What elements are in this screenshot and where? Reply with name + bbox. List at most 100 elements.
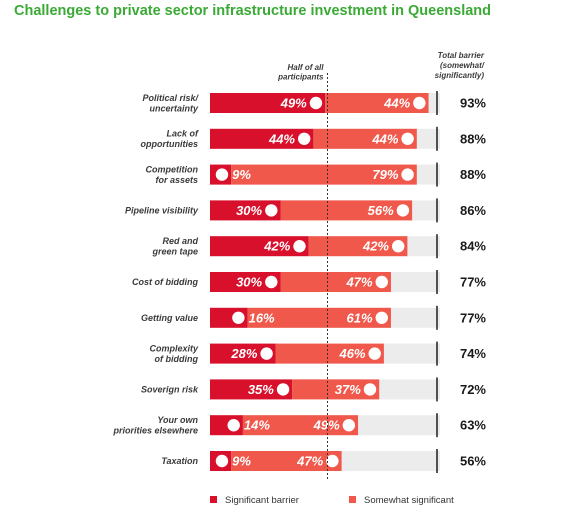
bar-significant <box>210 272 281 292</box>
bar-knob <box>342 419 356 432</box>
category-label: Getting value <box>141 313 198 323</box>
bar-knob <box>413 96 426 110</box>
bar-significant <box>210 379 293 400</box>
total-label: 86% <box>460 203 486 218</box>
total-label: 77% <box>460 275 486 290</box>
bar-knob <box>276 383 290 396</box>
bar-knob <box>309 96 323 110</box>
legend-label-somewhat: Somewhat significant <box>364 495 454 506</box>
value-label-significant: 30% <box>236 275 262 290</box>
value-label-somewhat: 46% <box>338 346 365 361</box>
total-label: 84% <box>460 239 486 254</box>
value-label-somewhat: 44% <box>371 131 398 146</box>
value-label-somewhat: 37% <box>335 382 361 397</box>
category-label: Taxation <box>161 456 198 466</box>
bar-knob <box>215 454 229 468</box>
value-label-somewhat: 79% <box>372 167 398 182</box>
bar-somewhat <box>325 93 429 113</box>
value-label-significant: 30% <box>236 203 262 218</box>
total-header-label: (somewhat/ <box>440 61 485 70</box>
value-label-significant: 16% <box>249 310 275 325</box>
value-label-significant: 28% <box>230 346 257 361</box>
total-label: 56% <box>460 454 486 469</box>
legend-swatch-somewhat <box>349 496 356 503</box>
legend-label-significant: Significant barrier <box>225 495 299 506</box>
category-label: Competition <box>146 164 199 174</box>
value-label-significant: 49% <box>280 96 307 111</box>
category-label: Soverign risk <box>141 384 199 394</box>
bar-knob <box>392 240 405 253</box>
value-label-somewhat: 61% <box>347 310 373 325</box>
bar-somewhat <box>247 307 391 328</box>
category-label: of bidding <box>155 354 199 364</box>
bar-knob <box>293 240 306 253</box>
value-label-somewhat: 47% <box>296 454 323 469</box>
value-label-somewhat: 49% <box>313 418 340 433</box>
category-label: Lack of <box>166 129 199 139</box>
category-label: for assets <box>155 175 198 185</box>
bar-knob <box>298 132 311 145</box>
bar-somewhat <box>242 415 359 436</box>
bar-somewhat <box>275 343 384 364</box>
bar-somewhat <box>280 272 391 292</box>
bar-knob <box>363 383 377 396</box>
category-label: green tape <box>151 246 198 256</box>
bar-knob <box>368 347 381 360</box>
bar-knob <box>375 275 388 289</box>
chart-title: Challenges to private sector infrastruct… <box>14 3 492 19</box>
total-label: 93% <box>460 96 486 111</box>
bar-significant <box>210 236 309 257</box>
bar-knob <box>396 204 410 217</box>
value-label-significant: 35% <box>248 382 274 397</box>
bar-knob <box>227 419 240 432</box>
category-label: Political risk/ <box>142 93 199 103</box>
value-label-significant: 9% <box>232 454 251 469</box>
category-label: Red and <box>162 236 198 246</box>
bar-somewhat <box>292 379 380 400</box>
value-label-somewhat: 56% <box>368 203 394 218</box>
bar-knob <box>326 454 339 468</box>
bar-somewhat <box>231 451 342 471</box>
bar-knob <box>232 311 245 324</box>
bar-knob <box>215 168 229 181</box>
bar-rows: 49% 44%Political risk/uncertainty 93%44% 44… <box>112 91 486 473</box>
category-label: priorities elsewhere <box>112 425 198 435</box>
total-label: 88% <box>460 131 486 146</box>
category-label: Pipeline visibility <box>125 205 199 215</box>
value-label-significant: 9% <box>232 167 251 182</box>
category-label: Your own <box>157 415 198 425</box>
bar-row: 16% 61% Getting value 77% <box>141 305 486 330</box>
bar-row: 35% 37% Soverign risk 72% <box>141 377 486 402</box>
legend: Significant barrier Somewhat significant <box>210 495 454 506</box>
value-label-somewhat: 42% <box>362 239 389 254</box>
bar-knob <box>265 204 278 217</box>
bar-row: 30% 56% Pipeline visibility 86% <box>125 198 486 223</box>
bar-significant <box>210 93 326 113</box>
total-label: 72% <box>460 382 486 397</box>
bar-somewhat <box>308 236 408 257</box>
value-label-significant: 14% <box>244 418 270 433</box>
bar-knob <box>401 168 414 181</box>
value-label-somewhat: 47% <box>346 275 373 290</box>
bar-row: 30% 47% Cost of bidding 77% <box>132 270 486 294</box>
category-label: Cost of bidding <box>132 277 198 287</box>
total-header-label: Total barrier <box>438 51 485 60</box>
value-label-significant: 42% <box>263 239 290 254</box>
bar-somewhat <box>231 164 417 185</box>
total-label: 63% <box>460 418 486 433</box>
value-label-significant: 44% <box>268 131 295 146</box>
category-label: opportunities <box>141 139 199 149</box>
bar-knob <box>260 347 273 360</box>
midline-label: Half of all <box>287 63 324 72</box>
bar-row: 9% 47% Taxation 56% <box>161 449 486 473</box>
midline-label: participants <box>277 73 324 82</box>
bar-somewhat <box>313 128 417 149</box>
category-label: Complexity <box>149 343 199 353</box>
bar-knob <box>265 275 278 289</box>
total-label: 77% <box>460 310 486 325</box>
bar-significant <box>210 200 281 221</box>
